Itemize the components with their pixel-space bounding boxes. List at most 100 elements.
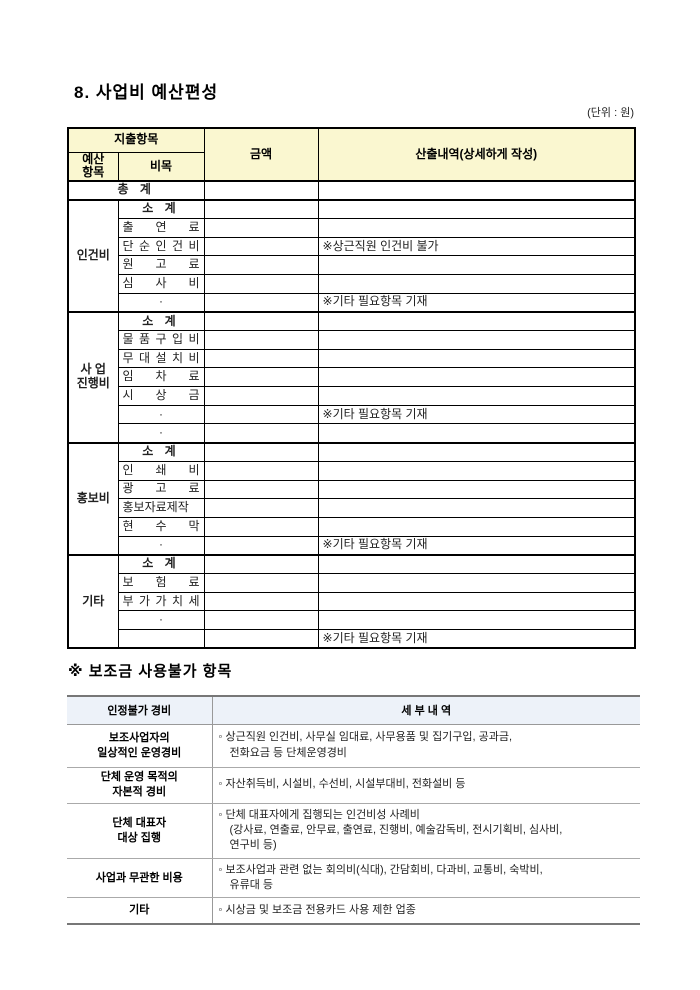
calc-cell — [317, 610, 636, 630]
row-label: · — [117, 535, 205, 556]
amount-cell — [203, 330, 319, 350]
row-label: · — [117, 292, 205, 313]
amount-cell — [203, 292, 319, 313]
restricted-detail: ◦ 자산취득비, 시설비, 수선비, 시설부대비, 전화설비 등 — [212, 767, 640, 804]
row-label: 원 고 료 — [117, 255, 205, 275]
calc-cell — [317, 423, 636, 444]
header-budget-item: 예산 항목 — [67, 151, 119, 182]
calc-cell — [317, 441, 636, 462]
restricted-detail: ◦ 시상금 및 보조금 전용카드 사용 제한 업종 — [212, 897, 640, 925]
amount-cell — [203, 404, 319, 425]
total-label: 총 계 — [67, 180, 205, 201]
calc-cell — [317, 198, 636, 219]
calc-cell — [317, 591, 636, 612]
calc-cell — [317, 516, 636, 537]
page-title: 8. 사업비 예산편성 — [74, 83, 219, 102]
calc-cell — [317, 460, 636, 481]
amount-cell — [203, 198, 319, 219]
restricted-category: 사업과 무관한 비용 — [67, 858, 213, 899]
row-label: 단 순 인 건 비 — [117, 236, 205, 257]
amount-cell — [203, 180, 319, 201]
row-label: 부 가 가 치 세 — [117, 591, 205, 612]
calc-cell — [317, 367, 636, 388]
amount-cell — [203, 610, 319, 630]
amount-cell — [203, 553, 319, 574]
row-label: 소 계 — [117, 310, 205, 331]
restricted-table-container: 인정불가 경비 세 부 내 역 보조사업자의 일상적인 운영경비 ◦ 상근직원 … — [67, 695, 640, 925]
row-label: 소 계 — [117, 198, 205, 219]
section-label-personnel: 인건비 — [67, 198, 119, 313]
calc-note: ※기타 필요항목 기재 — [317, 535, 636, 556]
row-label: 심 사 비 — [117, 273, 205, 294]
amount-cell — [203, 498, 319, 518]
amount-cell — [203, 236, 319, 257]
calc-note: ※상근직원 인건비 불가 — [317, 236, 636, 257]
row-label: 인 쇄 비 — [117, 460, 205, 481]
amount-cell — [203, 591, 319, 612]
amount-cell — [203, 572, 319, 593]
calc-cell — [317, 498, 636, 518]
calc-cell — [317, 386, 636, 406]
calc-note: ※기타 필요항목 기재 — [317, 404, 636, 425]
amount-cell — [203, 348, 319, 369]
row-label: 홍보자료제작 — [117, 498, 205, 518]
row-label: · — [117, 404, 205, 425]
restricted-detail: ◦ 상근직원 인건비, 사무실 임대료, 사무용품 및 집기구입, 공과금, 전… — [212, 724, 640, 768]
row-label: · — [117, 610, 205, 630]
row-label: 소 계 — [117, 441, 205, 462]
calc-cell — [317, 348, 636, 369]
calc-cell — [317, 180, 636, 201]
unit-label: (단위 : 원) — [587, 107, 634, 119]
amount-cell — [203, 629, 319, 649]
amount-cell — [203, 460, 319, 481]
amount-cell — [203, 367, 319, 388]
calc-note: ※기타 필요항목 기재 — [317, 629, 636, 649]
calc-cell — [317, 479, 636, 500]
calc-cell — [317, 330, 636, 350]
calc-cell — [317, 217, 636, 238]
budget-table: 지출항목 금액 산출내역(상세하게 작성) 예산 항목 비목 총 계 인건비 소… — [67, 127, 637, 650]
restricted-section-title: ※ 보조금 사용불가 항목 — [68, 663, 233, 680]
budget-table-container: 지출항목 금액 산출내역(상세하게 작성) 예산 항목 비목 총 계 인건비 소… — [67, 127, 637, 650]
header-calc-detail: 산출내역(상세하게 작성) — [317, 127, 636, 182]
amount-cell — [203, 535, 319, 556]
row-label: 시 상 금 — [117, 386, 205, 406]
calc-note: ※기타 필요항목 기재 — [317, 292, 636, 313]
header-expenditure: 지출항목 — [67, 127, 205, 153]
amount-cell — [203, 217, 319, 238]
restricted-header-detail: 세 부 내 역 — [212, 696, 640, 725]
row-label: · — [117, 423, 205, 444]
amount-cell — [203, 423, 319, 444]
row-label — [117, 629, 205, 649]
row-label: 무 대 설 치 비 — [117, 348, 205, 369]
row-label: 광 고 료 — [117, 479, 205, 500]
row-label: 물 품 구 입 비 — [117, 330, 205, 350]
row-label: 출 연 료 — [117, 217, 205, 238]
amount-cell — [203, 255, 319, 275]
calc-cell — [317, 572, 636, 593]
amount-cell — [203, 310, 319, 331]
restricted-category: 단체 대표자 대상 집행 — [67, 803, 213, 859]
amount-cell — [203, 273, 319, 294]
section-label-operation: 사 업 진행비 — [67, 310, 119, 444]
restricted-detail: ◦ 단체 대표자에게 집행되는 인건비성 사례비 (강사료, 연출료, 안무료,… — [212, 803, 640, 859]
amount-cell — [203, 516, 319, 537]
calc-cell — [317, 310, 636, 331]
calc-cell — [317, 273, 636, 294]
restricted-category: 보조사업자의 일상적인 운영경비 — [67, 724, 213, 768]
amount-cell — [203, 479, 319, 500]
restricted-table: 인정불가 경비 세 부 내 역 보조사업자의 일상적인 운영경비 ◦ 상근직원 … — [67, 695, 640, 925]
restricted-header-category: 인정불가 경비 — [67, 696, 213, 725]
restricted-category: 기타 — [67, 897, 213, 925]
calc-cell — [317, 255, 636, 275]
section-label-promotion: 홍보비 — [67, 441, 119, 556]
calc-cell — [317, 553, 636, 574]
header-amount: 금액 — [203, 127, 319, 182]
row-label: 임 차 료 — [117, 367, 205, 388]
amount-cell — [203, 386, 319, 406]
row-label: 소 계 — [117, 553, 205, 574]
section-label-etc: 기타 — [67, 553, 119, 649]
header-expense-item: 비목 — [117, 151, 205, 182]
restricted-detail: ◦ 보조사업과 관련 없는 회의비(식대), 간담회비, 다과비, 교통비, 숙… — [212, 858, 640, 899]
row-label: 현 수 막 — [117, 516, 205, 537]
